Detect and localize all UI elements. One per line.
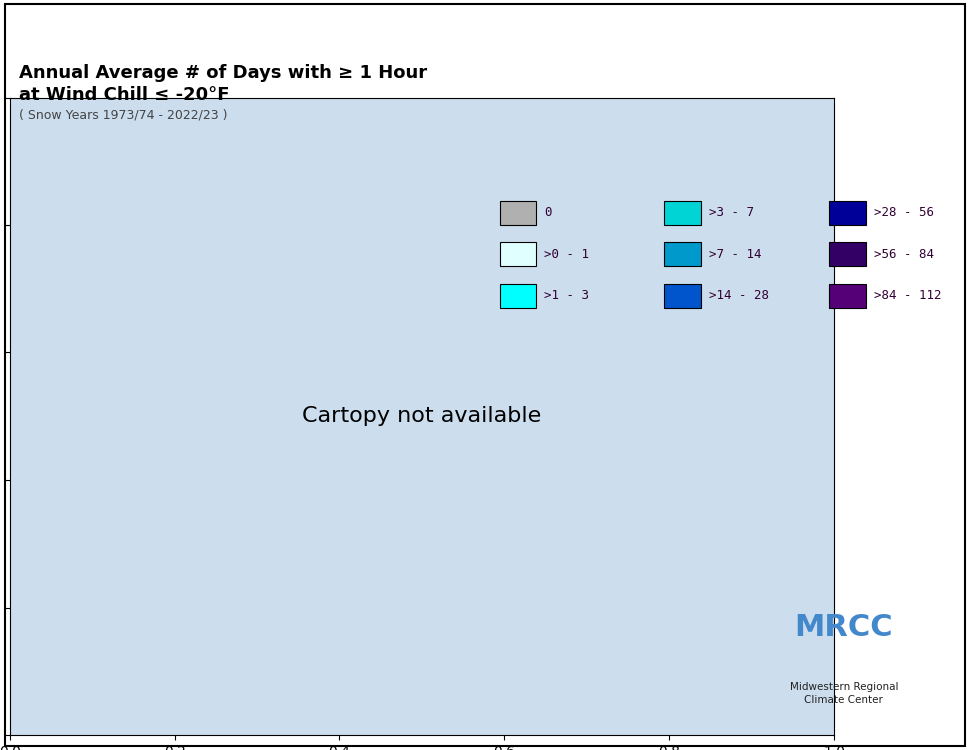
Text: Midwestern Regional
Climate Center: Midwestern Regional Climate Center [789,682,897,705]
Text: >84 - 112: >84 - 112 [873,289,941,302]
Text: >28 - 56: >28 - 56 [873,206,933,220]
Text: Annual Average # of Days with ≥ 1 Hour: Annual Average # of Days with ≥ 1 Hour [19,64,427,82]
Text: at Wind Chill ≤ -20°F: at Wind Chill ≤ -20°F [19,86,230,104]
Text: >3 - 7: >3 - 7 [708,206,753,220]
Text: >14 - 28: >14 - 28 [708,289,768,302]
Text: Cartopy not available: Cartopy not available [302,406,541,426]
Text: >0 - 1: >0 - 1 [544,248,588,261]
Text: MRCC: MRCC [794,614,892,642]
Text: >7 - 14: >7 - 14 [708,248,761,261]
Text: >1 - 3: >1 - 3 [544,289,588,302]
Text: ( Snow Years 1973/74 - 2022/23 ): ( Snow Years 1973/74 - 2022/23 ) [19,109,228,122]
Text: >56 - 84: >56 - 84 [873,248,933,261]
Text: 0: 0 [544,206,551,220]
